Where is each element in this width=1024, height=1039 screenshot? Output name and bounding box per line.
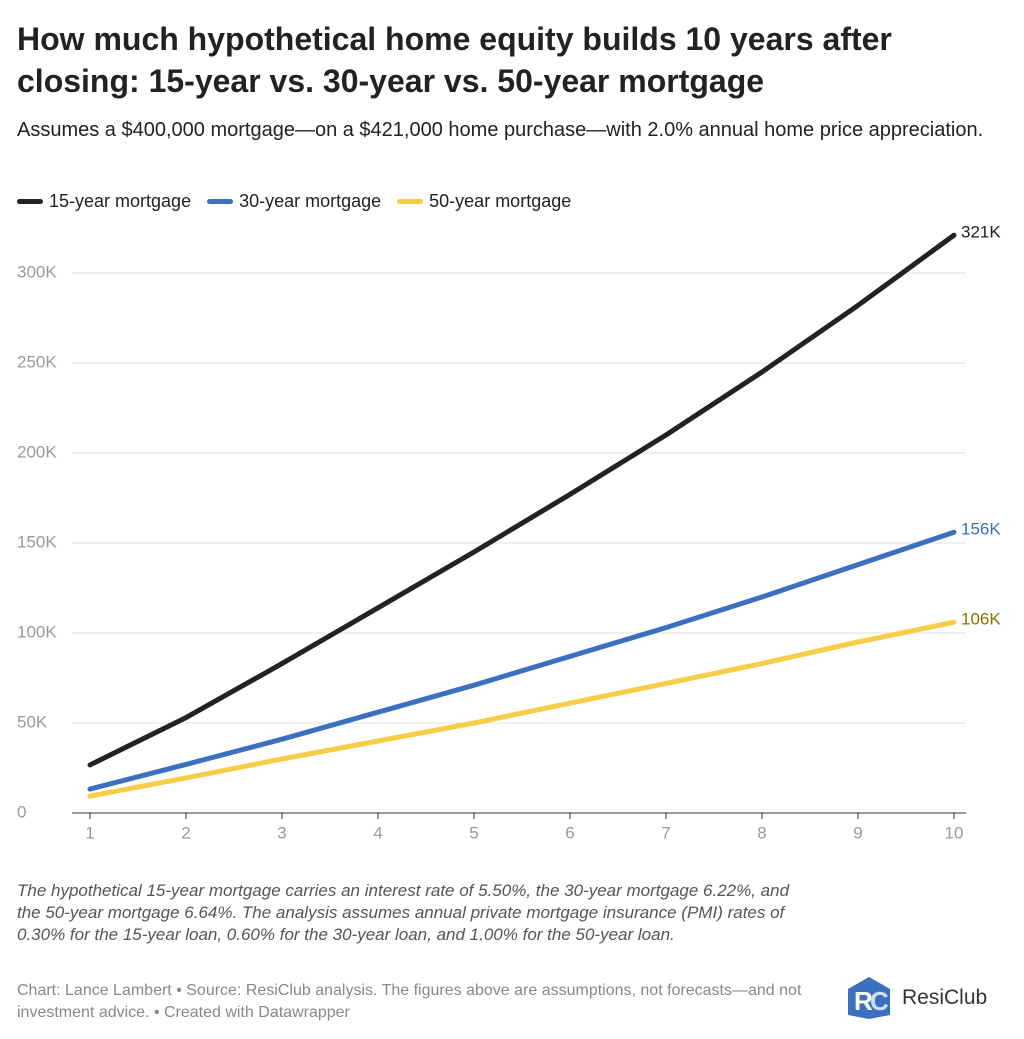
legend-item: 15-year mortgage bbox=[17, 191, 191, 212]
y-tick-label: 250K bbox=[17, 352, 57, 371]
svg-text:R: R bbox=[854, 986, 873, 1016]
logo-icon: R C bbox=[848, 977, 890, 1019]
end-label: 106K bbox=[961, 610, 1001, 629]
series-line bbox=[87, 529, 957, 792]
y-tick-label: 300K bbox=[17, 262, 57, 281]
legend-label: 30-year mortgage bbox=[239, 191, 382, 211]
chart-subtitle: Assumes a $400,000 mortgage—on a $421,00… bbox=[17, 119, 984, 141]
y-tick-label: 150K bbox=[17, 532, 57, 551]
logo: R C ResiClub bbox=[846, 975, 987, 1021]
notes: The hypothetical 15-year mortgage carrie… bbox=[17, 881, 790, 944]
legend-item: 30-year mortgage bbox=[207, 191, 381, 212]
x-tick-label: 8 bbox=[757, 823, 766, 842]
y-tick-label: 0 bbox=[17, 802, 26, 821]
x-tick-label: 1 bbox=[85, 823, 94, 842]
source: Chart: Lance Lambert • Source: ResiClub … bbox=[17, 982, 802, 1021]
chart: 0 50K 100K 150K 200K 250K 300K 1 2 3 4 5 6 7 8 9 10 321K 1… bbox=[17, 223, 1001, 843]
y-tick-label: 200K bbox=[17, 442, 57, 461]
x-tick-label: 4 bbox=[373, 823, 382, 842]
x-tick-label: 6 bbox=[565, 823, 574, 842]
y-tick-label: 100K bbox=[17, 622, 57, 641]
svg-text:C: C bbox=[870, 986, 889, 1016]
legend-swatch bbox=[397, 199, 424, 204]
legend-label: 50-year mortgage bbox=[429, 191, 572, 211]
end-label: 321K bbox=[961, 223, 1001, 242]
end-label: 156K bbox=[961, 520, 1001, 539]
x-tick-label: 5 bbox=[469, 823, 478, 842]
legend-label: 15-year mortgage bbox=[49, 191, 192, 211]
x-tick-label: 3 bbox=[277, 823, 286, 842]
legend-item: 50-year mortgage bbox=[397, 191, 571, 212]
x-tick-label: 9 bbox=[853, 823, 862, 842]
x-tick-label: 10 bbox=[945, 823, 964, 842]
x-tick-label: 7 bbox=[661, 823, 670, 842]
series-line bbox=[87, 232, 957, 768]
x-tick-label: 2 bbox=[181, 823, 190, 842]
logo-text: ResiClub bbox=[902, 986, 988, 1009]
legend-swatch bbox=[207, 199, 234, 204]
chart-title: How much hypothetical home equity builds… bbox=[17, 21, 892, 99]
series-line bbox=[87, 619, 957, 799]
y-tick-label: 50K bbox=[17, 712, 48, 731]
legend-swatch bbox=[17, 199, 43, 204]
legend: 15-year mortgage 30-year mortgage 50-year … bbox=[17, 191, 571, 212]
